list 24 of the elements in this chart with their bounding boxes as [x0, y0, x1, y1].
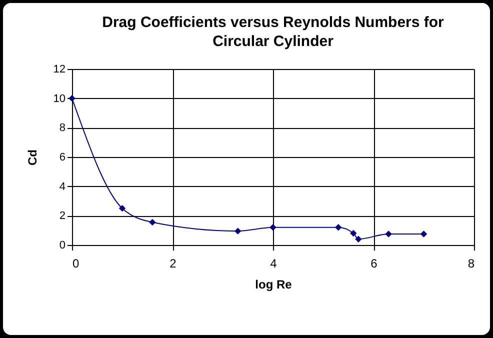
- x-tick-label: 6: [370, 256, 378, 270]
- x-tick-label: 4: [270, 256, 278, 270]
- x-tick-label: 8: [468, 256, 475, 270]
- point: [149, 218, 156, 226]
- y-tick-label: 10: [53, 92, 66, 105]
- point: [270, 224, 276, 231]
- point: [385, 230, 392, 238]
- y-tick-label: 6: [59, 152, 66, 164]
- y-tick-label: 2: [59, 210, 66, 222]
- chart-title: Drag Coefficients versus Reynolds Numbers for Circular Cylinder: [102, 14, 444, 50]
- point: [334, 224, 342, 231]
- point: [118, 204, 126, 212]
- y-tick-label: 0: [59, 240, 66, 252]
- x-tick-label: 2: [170, 256, 177, 270]
- y-tick-label: 8: [59, 122, 66, 134]
- point: [234, 228, 242, 234]
- y-tick-label: 12: [53, 64, 66, 76]
- x-axis-title: log Re: [255, 278, 292, 292]
- y-axis-title: Cd: [25, 150, 40, 166]
- x-tick-label: 0: [72, 256, 80, 270]
- y-tick-label: 4: [59, 180, 66, 193]
- point: [420, 230, 428, 238]
- point: [350, 230, 357, 237]
- point: [355, 236, 362, 242]
